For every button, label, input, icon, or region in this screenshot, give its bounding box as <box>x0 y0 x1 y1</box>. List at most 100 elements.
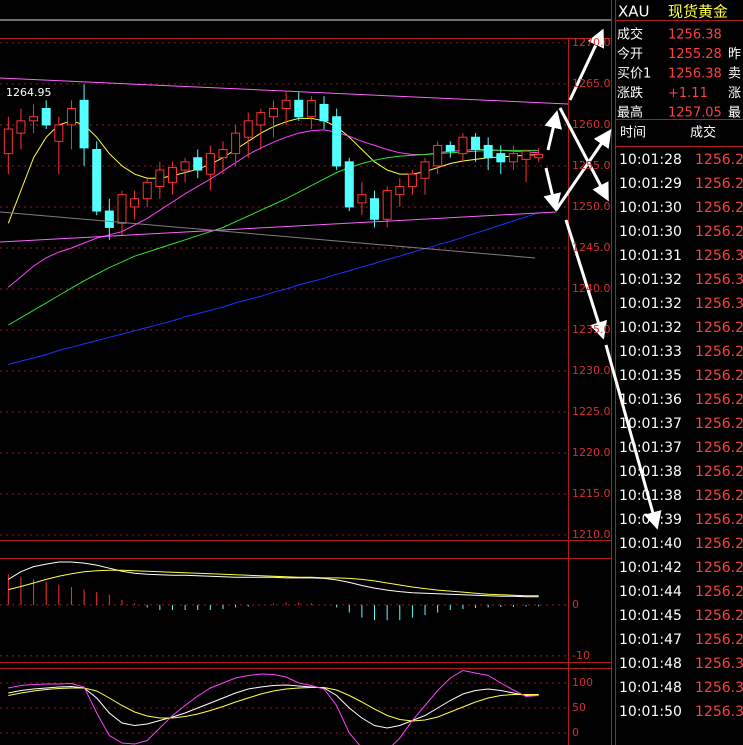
candle-body <box>66 108 76 126</box>
y-tick-label: 1240.0 <box>572 282 611 295</box>
y-tick-label: 1250.0 <box>572 200 611 213</box>
candle-body <box>269 108 278 118</box>
plots <box>0 42 568 745</box>
trade-time: 10:01:30 <box>619 224 682 240</box>
trade-time: 10:01:50 <box>619 704 682 720</box>
quote-label: 买价1 <box>617 67 651 82</box>
candle-body <box>407 173 417 187</box>
candle-body <box>332 116 342 167</box>
candle-body <box>231 132 241 155</box>
candle-body <box>306 99 316 118</box>
y-tick-label: 1265.0 <box>572 77 611 90</box>
quote-label: 最高 <box>617 105 643 121</box>
trade-price: 1256.26 <box>695 560 743 576</box>
trades-header: 成交 <box>690 125 716 141</box>
indicator-line <box>8 212 539 365</box>
indicator-line <box>8 669 539 745</box>
candle-body <box>54 124 64 142</box>
trade-price: 1256.25 <box>695 440 743 456</box>
trade-price: 1256.21 <box>695 416 743 432</box>
candle-body <box>370 198 380 220</box>
y-tick-label: 1245.0 <box>572 241 611 254</box>
candle-body <box>142 181 152 200</box>
trade-time: 10:01:35 <box>619 368 682 384</box>
trade-price: 1256.26 <box>695 152 743 168</box>
quote-label: 成交 <box>617 27 643 43</box>
trade-price: 1256.33 <box>695 656 743 672</box>
candle-body <box>319 103 329 122</box>
trade-time: 10:01:28 <box>619 152 682 168</box>
indicator-line <box>8 561 539 598</box>
trade-time: 10:01:37 <box>619 416 682 432</box>
trade-price: 1256.20 <box>695 488 743 504</box>
indicator-line <box>8 684 539 729</box>
trade-price: 1256.26 <box>695 608 743 624</box>
trade-price: 1256.35 <box>695 680 743 696</box>
y-tick-label: 1260.0 <box>572 118 611 131</box>
trade-time: 10:01:47 <box>619 632 682 648</box>
y-tick-label: 1230.0 <box>572 364 611 377</box>
candle-body <box>521 150 531 160</box>
trend-lines <box>0 77 569 259</box>
trade-time: 10:01:38 <box>619 464 682 480</box>
candle-body <box>243 120 253 138</box>
candle-body <box>130 198 140 208</box>
high-annotation: 1264.95 <box>6 86 52 99</box>
y-tick-label: 1270.0 <box>572 36 611 49</box>
trade-price: 1256.34 <box>695 272 743 288</box>
candle-body <box>256 112 266 126</box>
trade-time: 10:01:40 <box>619 536 682 552</box>
candle-body <box>445 144 455 152</box>
candle-body <box>92 149 102 212</box>
y-tick-label: 1255.0 <box>572 159 611 172</box>
trade-price: 1256.22 <box>695 512 743 528</box>
quote-label: 卖 <box>728 67 741 82</box>
quote-value: 1256.38 <box>668 67 722 82</box>
y-tick-label: 0 <box>572 726 579 739</box>
candle-body <box>458 136 468 155</box>
quote-label: 最 <box>728 106 741 121</box>
symbol-name: 现货黄金 <box>668 3 728 21</box>
quote-label: 今开 <box>617 46 643 62</box>
trade-time: 10:01:37 <box>619 440 682 456</box>
quote-value: +1.11 <box>668 86 708 101</box>
candle-body <box>471 136 481 151</box>
trade-time: 10:01:29 <box>619 176 682 192</box>
trade-price: 1256.22 <box>695 464 743 480</box>
candle-body <box>193 157 203 171</box>
trade-time: 10:01:33 <box>619 344 682 360</box>
candle-body <box>218 149 228 159</box>
candle-body <box>104 210 114 228</box>
candle-body <box>395 185 405 196</box>
candle-body <box>41 108 51 126</box>
trade-price: 1256.24 <box>695 632 743 648</box>
trade-price: 1256.24 <box>695 176 743 192</box>
trade-time: 10:01:31 <box>619 248 682 264</box>
quote-label: 涨 <box>728 86 741 101</box>
quote-label: 涨跌 <box>617 85 643 101</box>
trade-time: 10:01:44 <box>619 584 682 600</box>
trade-time: 10:01:30 <box>619 200 682 216</box>
y-tick-label: 100 <box>572 676 593 689</box>
trade-time: 10:01:45 <box>619 608 682 624</box>
y-tick-label: 1215.0 <box>572 487 611 500</box>
candle-body <box>167 167 177 183</box>
trade-time: 10:01:38 <box>619 488 682 504</box>
candle-body <box>483 144 493 159</box>
candle-body <box>420 161 430 179</box>
trade-time: 10:01:42 <box>619 560 682 576</box>
candle-body <box>3 128 13 155</box>
trade-price: 1256.28 <box>695 584 743 600</box>
quote-value: 1255.28 <box>668 47 722 62</box>
candle-body <box>29 116 39 122</box>
candle-body <box>281 99 291 110</box>
indicator-line <box>8 687 539 722</box>
trade-price: 1256.21 <box>695 368 743 384</box>
trade-price: 1256.23 <box>695 344 743 360</box>
candle-body <box>344 161 354 208</box>
y-tick-label: 50 <box>572 701 586 714</box>
candle-body <box>382 190 392 220</box>
trade-price: 1256.30 <box>695 248 743 264</box>
